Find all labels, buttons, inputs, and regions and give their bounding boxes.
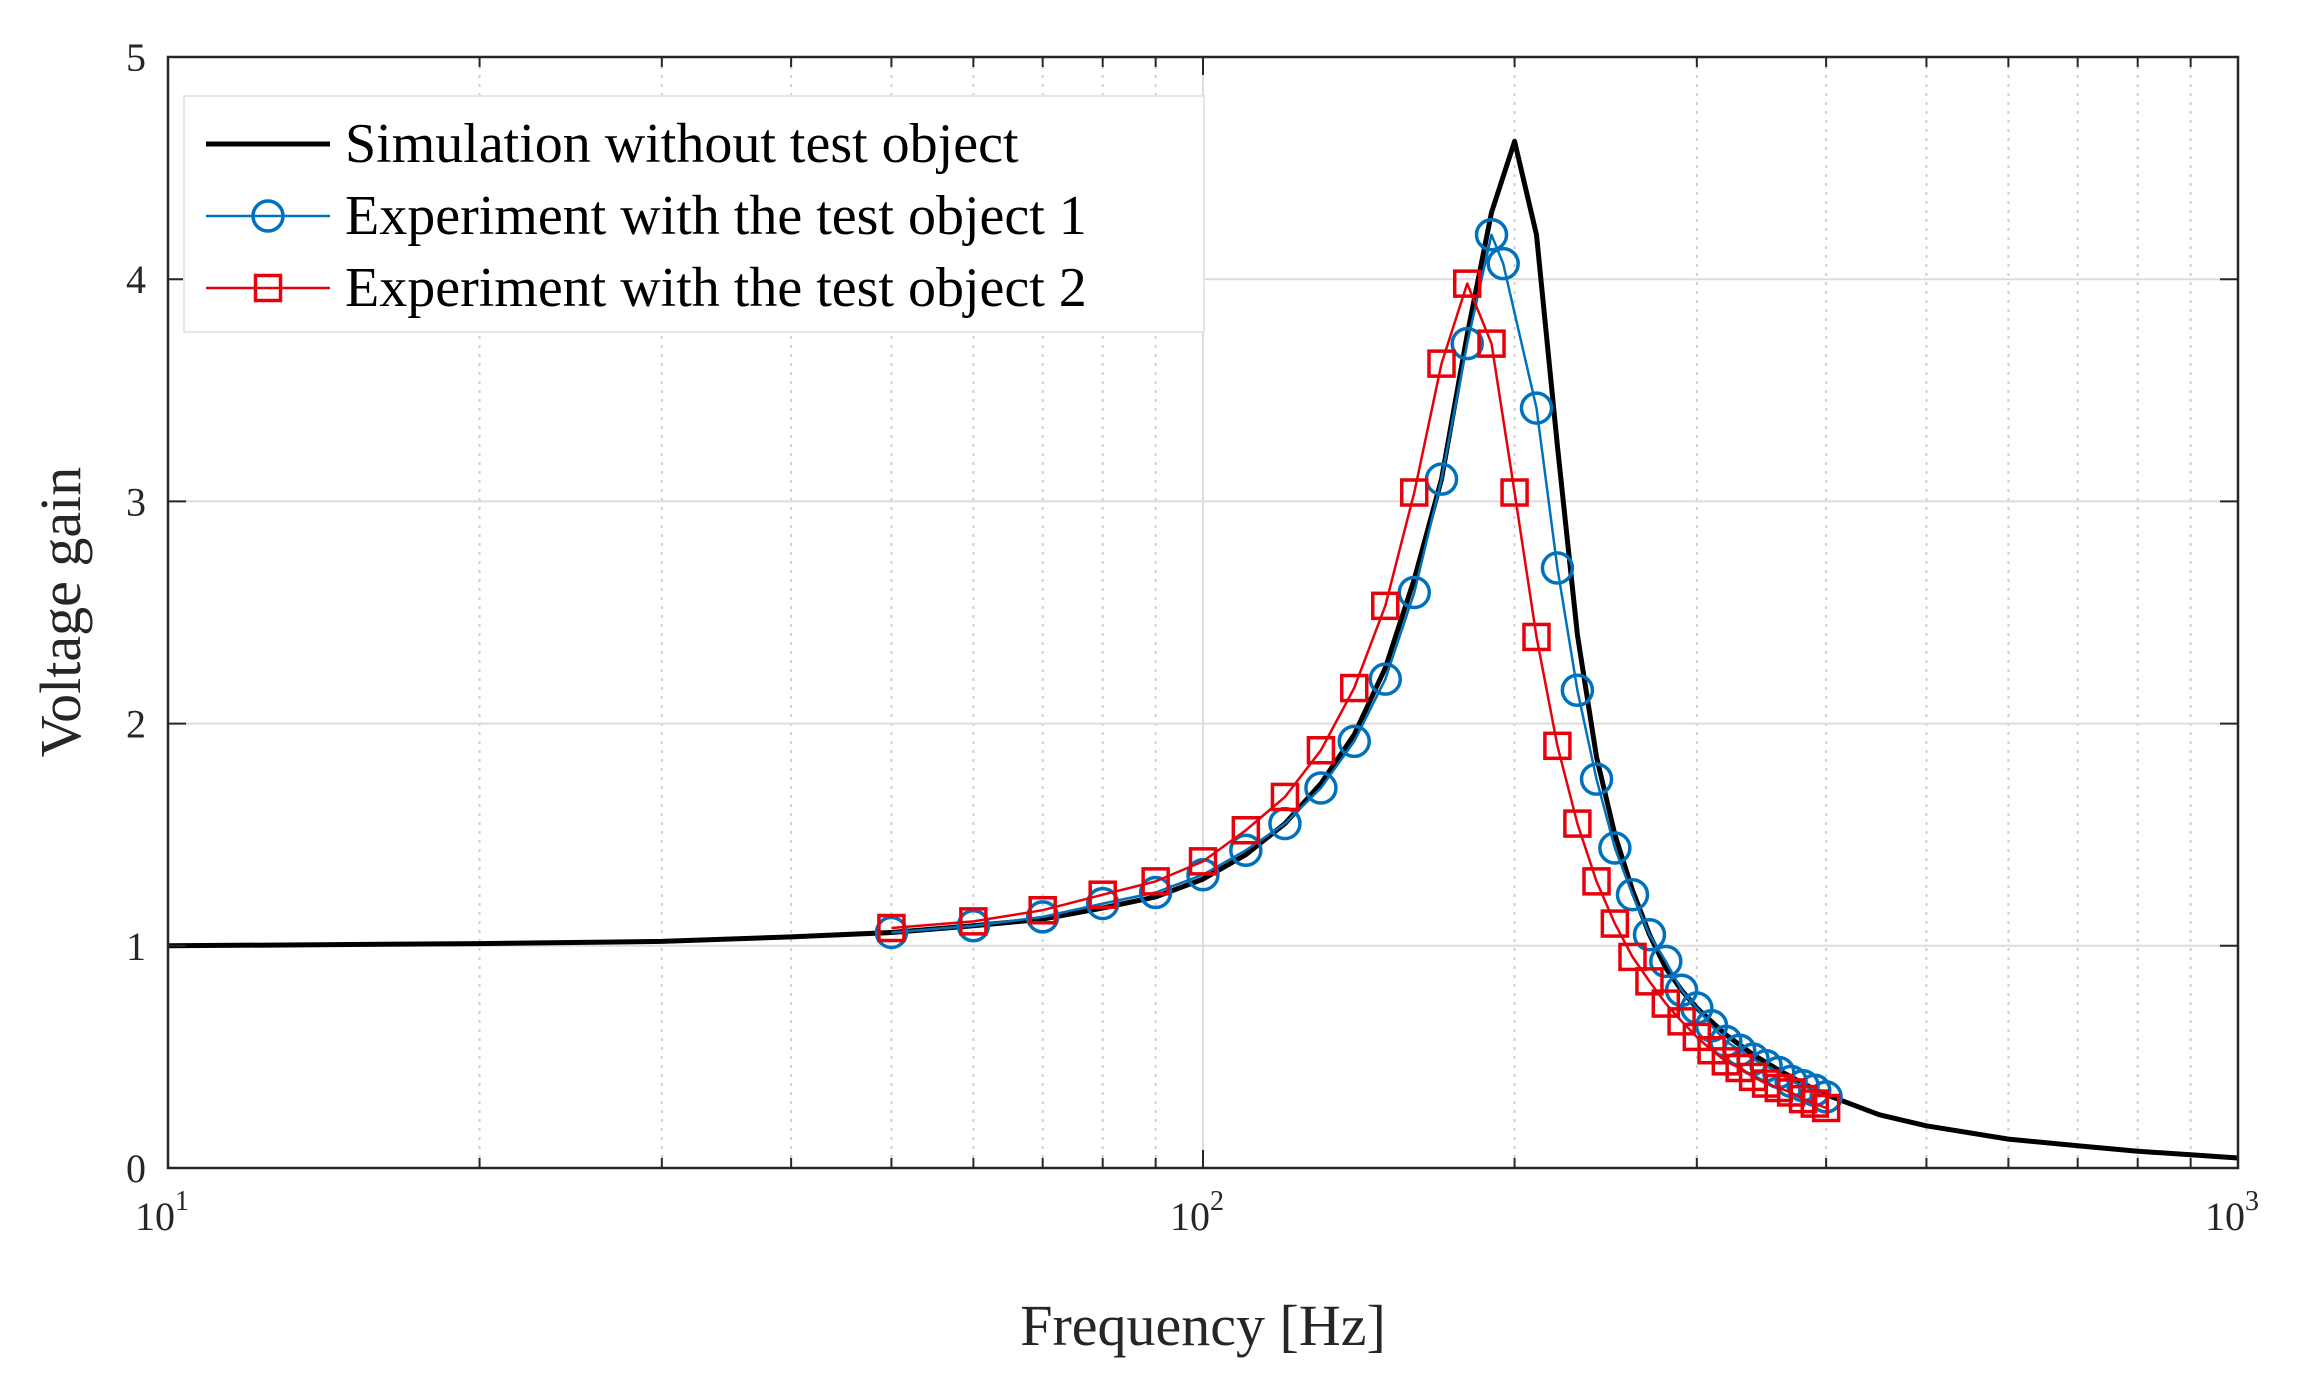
data-point-marker [1450,326,1484,361]
series-line [891,233,1827,1098]
axis-ticks [168,57,2238,1168]
y-tick-label: 5 [126,35,146,80]
data-point-marker [1304,771,1338,805]
data-point-marker [1632,917,1667,952]
legend-marker [251,199,285,233]
y-tick-label: 4 [126,257,146,302]
data-point-marker [1519,391,1554,425]
legend-label: Simulation without test object [345,113,1019,175]
legend-label: Experiment with the test object 2 [345,257,1087,319]
data-point-marker [1270,782,1300,812]
data-point-marker [1371,591,1400,621]
legend-entry-1: Simulation without test object [206,113,1019,175]
data-point-marker [1368,662,1403,696]
data-point-marker [1618,942,1647,972]
data-point-marker [1337,724,1371,759]
data-point-marker [1598,831,1632,865]
x-tick-label: 103 [2205,1186,2259,1239]
data-point-marker [1563,809,1592,838]
data-point-marker [874,915,909,950]
legend: Simulation without test object Experiment… [183,95,1205,333]
data-point-marker [1339,673,1369,703]
legend-marker [253,273,283,303]
series-line [167,138,2239,1161]
y-tick-label: 3 [126,479,146,524]
data-point-marker [877,913,906,943]
legend-entry-3: Experiment with the test object 2 [206,257,1087,319]
x-tick-label: 101 [135,1186,189,1239]
data-point-marker [1811,1093,1841,1123]
legend-entry-2: Experiment with the test object 1 [206,185,1087,247]
data-point-marker [1543,731,1572,761]
x-tick-label: 102 [1170,1186,1224,1239]
y-tick-label: 0 [126,1146,146,1191]
data-point-marker [1579,762,1614,796]
legend-label: Experiment with the test object 1 [345,185,1087,247]
data-point-marker [1486,246,1520,281]
data-point-marker [959,907,988,936]
series-1 [167,138,2239,1161]
tick-labels: 0 1 2 3 4 5 101 102 103 [126,35,2259,1239]
data-point-marker [1452,269,1482,298]
data-point-marker [1649,944,1683,979]
data-point-marker [1028,895,1057,925]
data-point-marker [1088,880,1117,909]
data-point-marker [1188,847,1218,876]
data-point-marker [1025,900,1060,934]
data-point-marker [1560,673,1595,708]
data-series [167,138,2239,1161]
data-point-marker [1522,622,1551,652]
series-2 [874,218,1843,1114]
y-tick-label: 1 [126,924,146,969]
data-point-marker [1667,1007,1696,1036]
data-point-marker [1231,816,1261,845]
data-point-marker [1229,833,1263,868]
data-point-marker [1600,909,1630,938]
data-point-marker [1651,989,1681,1018]
data-point-marker [1085,886,1120,921]
y-tick-label: 2 [126,702,146,747]
data-point-marker [1186,857,1220,892]
data-point-marker [1474,218,1509,252]
data-point-marker [1540,551,1575,585]
x-axis-title: Frequency [Hz] [1020,1293,1386,1358]
data-point-marker [956,909,991,943]
data-point-marker [1141,867,1170,896]
data-point-marker [1138,875,1173,910]
data-point-marker [1306,736,1336,765]
series-3 [877,269,1841,1123]
data-point-marker [1635,967,1664,996]
data-point-marker [1500,478,1529,507]
data-point-marker [1582,867,1611,896]
data-point-marker [1477,329,1506,358]
data-point-marker [1615,877,1650,912]
data-point-marker [1427,349,1456,378]
legend-box [183,95,1205,333]
y-axis-title: Voltage gain [28,467,93,757]
data-point-marker [1400,478,1429,507]
